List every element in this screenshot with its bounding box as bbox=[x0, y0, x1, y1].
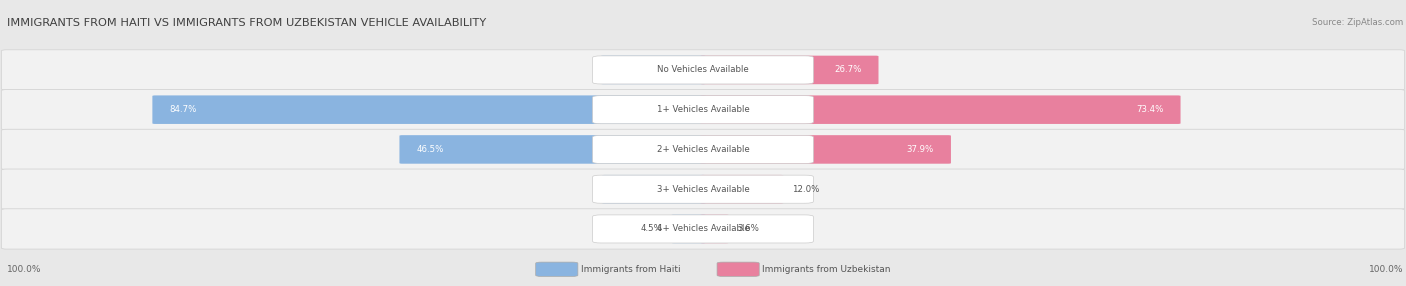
Text: 1+ Vehicles Available: 1+ Vehicles Available bbox=[657, 105, 749, 114]
FancyBboxPatch shape bbox=[1, 209, 1405, 249]
Text: 15.4%: 15.4% bbox=[617, 65, 645, 74]
Text: 26.7%: 26.7% bbox=[834, 65, 862, 74]
Text: 46.5%: 46.5% bbox=[416, 145, 444, 154]
Text: 15.2%: 15.2% bbox=[619, 185, 647, 194]
FancyBboxPatch shape bbox=[602, 175, 706, 203]
FancyBboxPatch shape bbox=[700, 215, 730, 243]
Text: Source: ZipAtlas.com: Source: ZipAtlas.com bbox=[1312, 18, 1403, 27]
FancyBboxPatch shape bbox=[1, 169, 1405, 209]
FancyBboxPatch shape bbox=[399, 135, 706, 164]
Text: 3.6%: 3.6% bbox=[738, 225, 759, 233]
Text: No Vehicles Available: No Vehicles Available bbox=[657, 65, 749, 74]
FancyBboxPatch shape bbox=[1, 50, 1405, 90]
Text: 3+ Vehicles Available: 3+ Vehicles Available bbox=[657, 185, 749, 194]
FancyBboxPatch shape bbox=[671, 215, 706, 243]
Text: IMMIGRANTS FROM HAITI VS IMMIGRANTS FROM UZBEKISTAN VEHICLE AVAILABILITY: IMMIGRANTS FROM HAITI VS IMMIGRANTS FROM… bbox=[7, 17, 486, 27]
Text: 100.0%: 100.0% bbox=[7, 265, 42, 274]
FancyBboxPatch shape bbox=[593, 135, 813, 164]
Text: Immigrants from Uzbekistan: Immigrants from Uzbekistan bbox=[762, 265, 890, 274]
FancyBboxPatch shape bbox=[600, 56, 706, 84]
FancyBboxPatch shape bbox=[593, 215, 813, 243]
Text: 12.0%: 12.0% bbox=[792, 185, 820, 194]
FancyBboxPatch shape bbox=[152, 96, 706, 124]
FancyBboxPatch shape bbox=[700, 96, 1181, 124]
FancyBboxPatch shape bbox=[700, 135, 950, 164]
Text: 73.4%: 73.4% bbox=[1136, 105, 1164, 114]
FancyBboxPatch shape bbox=[593, 96, 813, 124]
Text: 84.7%: 84.7% bbox=[169, 105, 197, 114]
FancyBboxPatch shape bbox=[536, 262, 578, 276]
Text: 100.0%: 100.0% bbox=[1368, 265, 1403, 274]
FancyBboxPatch shape bbox=[700, 175, 783, 203]
FancyBboxPatch shape bbox=[1, 129, 1405, 170]
Text: 37.9%: 37.9% bbox=[907, 145, 934, 154]
FancyBboxPatch shape bbox=[593, 56, 813, 84]
FancyBboxPatch shape bbox=[593, 175, 813, 203]
Text: 4+ Vehicles Available: 4+ Vehicles Available bbox=[657, 225, 749, 233]
Text: 4.5%: 4.5% bbox=[641, 225, 662, 233]
FancyBboxPatch shape bbox=[1, 90, 1405, 130]
Text: Immigrants from Haiti: Immigrants from Haiti bbox=[581, 265, 681, 274]
FancyBboxPatch shape bbox=[717, 262, 759, 276]
Text: 2+ Vehicles Available: 2+ Vehicles Available bbox=[657, 145, 749, 154]
FancyBboxPatch shape bbox=[700, 56, 879, 84]
